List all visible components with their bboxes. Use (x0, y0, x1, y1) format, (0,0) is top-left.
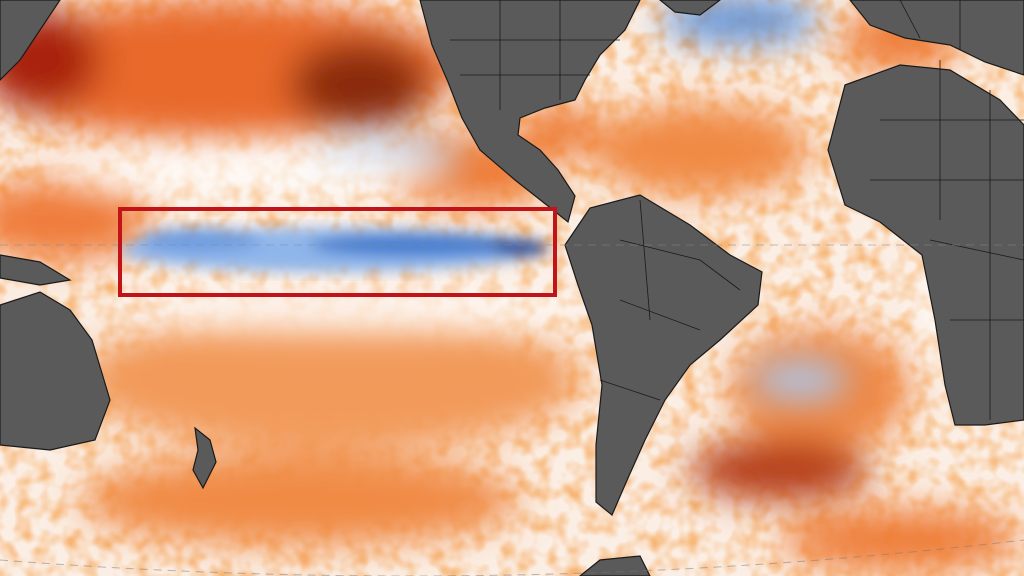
south-america (564, 194, 763, 516)
highlight-box (118, 207, 557, 297)
europe (849, 0, 1024, 76)
new-zealand (192, 426, 217, 490)
asia (0, 0, 61, 81)
new-guinea (0, 254, 72, 286)
australia (0, 291, 111, 451)
graticule (0, 539, 1024, 576)
north-america (419, 0, 641, 224)
greenland (659, 0, 721, 16)
country-borders (450, 0, 1024, 420)
